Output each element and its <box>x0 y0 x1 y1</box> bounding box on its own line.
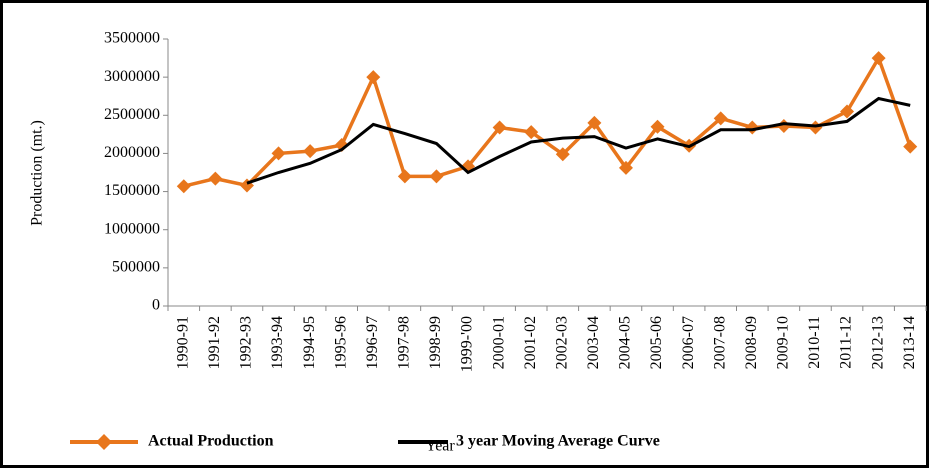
point-marker <box>208 171 223 186</box>
point-marker <box>871 51 886 66</box>
x-tick-label: 1998-99 <box>427 316 444 369</box>
x-tick-label: 2001-02 <box>522 316 539 369</box>
y-tick-label: 1500000 <box>104 182 160 199</box>
x-tick-label: 2004-05 <box>617 316 634 369</box>
x-tick-label: 1992-93 <box>238 316 255 369</box>
x-tick-label: 1994-95 <box>301 316 318 369</box>
y-tick-label: 500000 <box>112 259 160 276</box>
x-tick-label: 2002-03 <box>553 316 570 369</box>
point-marker <box>524 125 539 140</box>
series-line <box>246 96 911 185</box>
point-marker <box>903 139 918 154</box>
point-marker <box>397 169 412 184</box>
point-marker <box>650 119 665 134</box>
point-marker <box>271 146 286 161</box>
y-tick-label: 3000000 <box>104 68 160 85</box>
x-tick-label: 2006-07 <box>680 316 697 369</box>
x-tick-label: 1995-96 <box>332 316 349 369</box>
x-tick-label: 2009-10 <box>775 316 792 369</box>
x-tick-label: 1993-94 <box>269 316 286 369</box>
x-tick-label: 1990-91 <box>174 316 191 369</box>
point-marker <box>429 169 444 184</box>
x-tick-label: 1997-98 <box>396 316 413 369</box>
x-tick-label: 1996-97 <box>364 316 381 369</box>
x-tick-label: 2013-14 <box>901 316 918 369</box>
x-tick-label: 1991-92 <box>206 316 223 369</box>
y-tick-label: 1000000 <box>104 220 160 237</box>
x-tick-label: 2007-08 <box>711 316 728 369</box>
x-tick-label: 2003-04 <box>585 316 602 369</box>
legend-marker <box>96 434 112 450</box>
point-marker <box>303 144 318 159</box>
point-marker <box>713 111 728 126</box>
x-tick-label: 1999-'00 <box>459 316 476 372</box>
y-tick-label: 2000000 <box>104 144 160 161</box>
y-tick-label: 3500000 <box>104 30 160 47</box>
point-marker <box>587 115 602 130</box>
x-tick-label: 2000-01 <box>490 316 507 369</box>
point-marker <box>176 179 191 194</box>
point-marker <box>840 104 855 119</box>
x-tick-label: 2010-11 <box>806 316 823 369</box>
x-tick-label: 2005-06 <box>648 316 665 369</box>
x-tick-label: 2008-09 <box>743 316 760 369</box>
x-tick-label: 2011-12 <box>838 316 855 369</box>
legend-label: 3 year Moving Average Curve <box>456 433 660 450</box>
y-tick-label: 0 <box>152 297 160 314</box>
y-tick-label: 2500000 <box>104 106 160 123</box>
legend-label: Actual Production <box>148 433 274 450</box>
point-marker <box>492 120 507 135</box>
x-tick-label: 2012-13 <box>869 316 886 369</box>
point-marker <box>808 120 823 135</box>
point-marker <box>366 70 381 85</box>
point-marker <box>555 147 570 162</box>
y-axis-label: Production (mt.) <box>29 120 46 226</box>
point-marker <box>618 160 633 175</box>
